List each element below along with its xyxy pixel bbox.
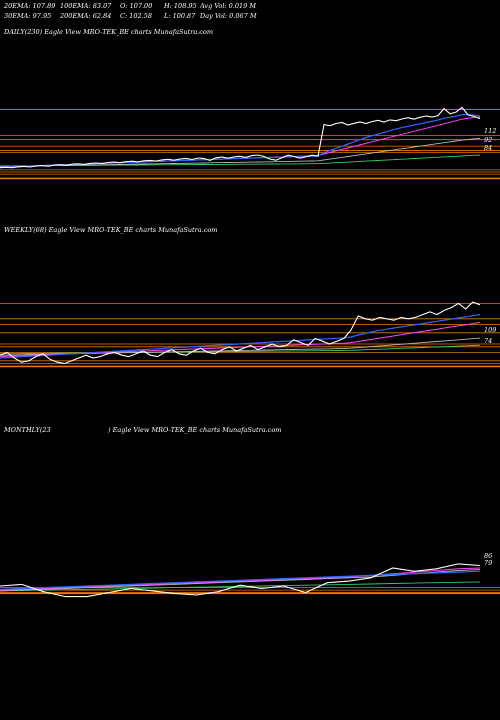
monthly-ema-line-2 — [0, 567, 481, 591]
monthly-value-label: 79 — [484, 559, 492, 567]
day-vol-label: Day Vol: 0.067 M — [200, 12, 257, 20]
monthly-panel-title: MONTHLY(23 ) Eagle View MRO-TEK_BE charts… — [4, 426, 281, 434]
low-label: L: 100.87 — [164, 12, 196, 20]
daily-price-line — [0, 106, 481, 169]
close-label: C: 102.58 — [120, 12, 152, 20]
monthly-ema-line-1 — [0, 570, 481, 590]
monthly-value-label: 86 — [484, 552, 492, 560]
weekly-panel-title: WEEKLY(68) Eagle View MRO-TEK_BE charts … — [4, 226, 218, 234]
ema100-label: 100EMA: 83.07 — [60, 2, 112, 10]
daily-ema-line-3 — [0, 137, 481, 168]
monthly-price-line — [0, 563, 481, 598]
monthly-title-suffix: ) Eagle View MRO-TEK_BE charts MunafaSut… — [108, 426, 282, 434]
ema20-label: 20EMA: 107.89 — [4, 2, 56, 10]
avg-vol-label: Avg Vol: 0.019 M — [200, 2, 257, 10]
daily-value-label: 84 — [484, 144, 492, 152]
open-label: O: 107.00 — [120, 2, 153, 10]
daily-value-label: 112 — [484, 127, 496, 135]
monthly-title-prefix: MONTHLY(23 — [4, 426, 51, 434]
daily-ema-line-1 — [0, 114, 481, 168]
ema200-label: 200EMA: 62.84 — [60, 12, 112, 20]
weekly-value-label: 109 — [484, 326, 496, 334]
daily-ema-line-2 — [0, 116, 481, 168]
daily-value-label: 92 — [484, 136, 492, 144]
high-label: H: 108.95 — [164, 2, 197, 10]
weekly-ema-line-1 — [0, 314, 481, 359]
weekly-price-line — [0, 301, 481, 365]
weekly-value-label: 74 — [484, 337, 492, 345]
ema30-label: 30EMA: 97.95 — [4, 12, 52, 20]
monthly-ema-line-4 — [0, 581, 481, 592]
daily-panel-title: DAILY(230) Eagle View MRO-TEK_BE charts … — [4, 28, 213, 36]
